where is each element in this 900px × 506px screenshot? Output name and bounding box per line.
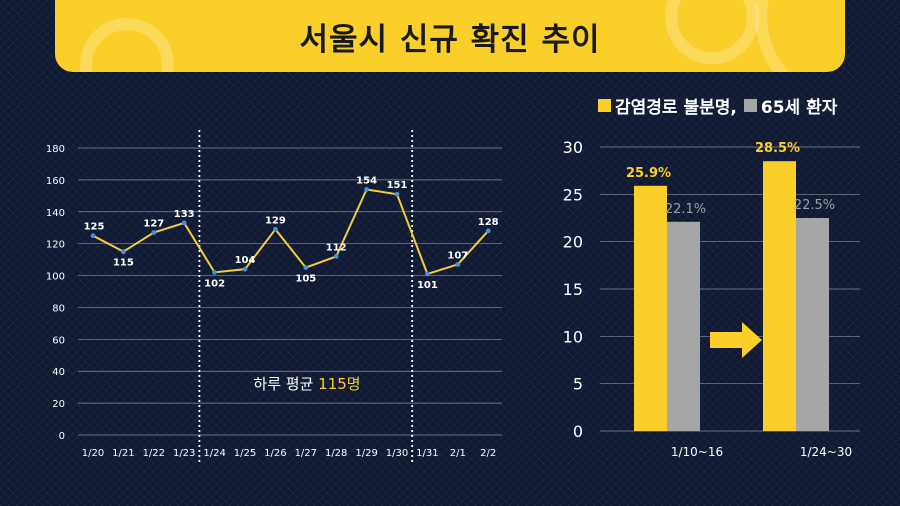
x-tick-label: 1/31 xyxy=(416,448,438,459)
y-tick-label: 140 xyxy=(46,208,65,219)
average-annotation-prefix: 하루 평균 xyxy=(253,375,318,393)
data-label: 128 xyxy=(478,217,499,228)
y-tick-label: 100 xyxy=(46,272,65,283)
y-tick-label: 160 xyxy=(46,176,65,187)
data-point xyxy=(394,191,400,197)
x-tick-label: 1/28 xyxy=(325,448,347,459)
data-label: 125 xyxy=(84,222,105,233)
data-label: 107 xyxy=(447,250,468,261)
legend-label-age65: 65세 환자 xyxy=(760,97,838,118)
data-label: 101 xyxy=(417,280,438,291)
data-point xyxy=(212,269,218,275)
data-label: 104 xyxy=(235,255,256,266)
x-tick-label: 1/25 xyxy=(234,448,256,459)
data-label: 151 xyxy=(387,180,408,191)
data-point xyxy=(181,220,187,226)
data-label: 115 xyxy=(113,258,134,269)
y-tick-label: 80 xyxy=(52,303,65,314)
data-label: 112 xyxy=(326,242,347,253)
data-label: 105 xyxy=(295,274,316,285)
data-label: 127 xyxy=(143,219,164,230)
y-tick-label: 20 xyxy=(52,399,65,410)
data-point xyxy=(303,265,309,270)
x-tick-label: 1/22 xyxy=(143,448,165,459)
y-tick-label: 120 xyxy=(46,240,65,251)
data-point xyxy=(273,226,278,232)
data-point xyxy=(485,228,491,234)
data-point xyxy=(151,230,157,235)
average-annotation: 하루 평균 115명 xyxy=(253,375,360,393)
data-point xyxy=(242,266,248,272)
x-tick-label: 1/24 xyxy=(203,448,225,459)
data-label: 154 xyxy=(356,175,377,186)
x-tick-label: 2/2 xyxy=(480,448,496,459)
data-point xyxy=(425,271,430,277)
data-point xyxy=(121,249,126,255)
x-tick-label: 1/26 xyxy=(264,448,286,459)
data-point xyxy=(333,254,339,259)
y-tick-label: 60 xyxy=(52,335,65,346)
daily-cases-line xyxy=(92,188,489,276)
data-point xyxy=(364,187,369,192)
x-tick-label: 1/27 xyxy=(295,448,317,459)
y-tick-label: 40 xyxy=(52,367,65,378)
data-label: 129 xyxy=(265,215,286,226)
x-tick-label: 1/23 xyxy=(173,448,195,459)
legend-label-unknown-route: 감염경로 불분명, xyxy=(615,97,737,118)
average-annotation-value: 115명 xyxy=(318,375,360,393)
data-label: 133 xyxy=(174,209,195,220)
x-tick-label: 2/1 xyxy=(450,448,466,459)
legend-swatch-gray xyxy=(743,98,757,112)
page-title: 서울시 신규 확진 추이 xyxy=(299,22,601,58)
y-tick-label: 0 xyxy=(59,431,65,442)
x-tick-label: 1/29 xyxy=(355,448,377,459)
data-label: 102 xyxy=(204,278,225,289)
legend-swatch-yellow xyxy=(598,98,611,112)
data-point xyxy=(90,233,96,239)
title-banner: 서울시 신규 확진 추이 xyxy=(55,0,845,72)
data-point xyxy=(455,261,461,267)
x-tick-label: 1/30 xyxy=(386,448,408,459)
y-tick-label: 180 xyxy=(46,144,65,155)
x-tick-label: 1/20 xyxy=(82,448,104,459)
x-tick-label: 1/21 xyxy=(112,448,134,459)
bar-chart-legend: 감염경로 불분명, 65세 환자 xyxy=(598,92,837,118)
